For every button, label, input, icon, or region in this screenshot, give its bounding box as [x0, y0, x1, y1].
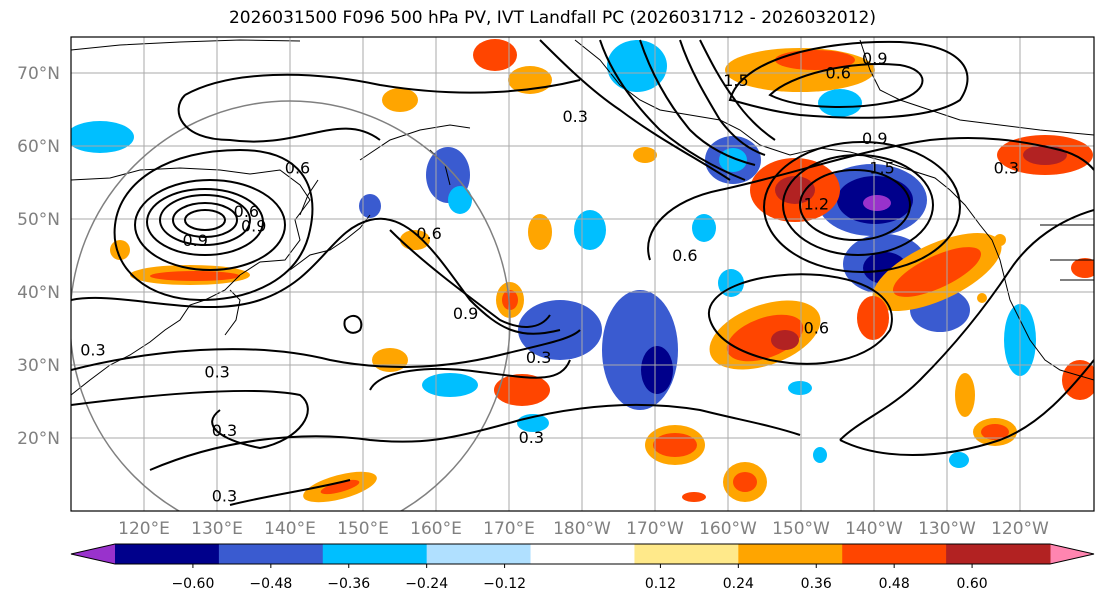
colorbar-segment: [946, 544, 1051, 564]
contour-label: 0.3: [204, 362, 229, 381]
lon-label: 160°W: [699, 519, 757, 539]
colorbar: −0.60 −0.48 −0.36 −0.24 −0.12 0.12 0.24 0.36 0.4…: [70, 543, 1095, 592]
colorbar-tick-label: −0.12: [483, 576, 526, 592]
lat-label: 40°N: [17, 283, 60, 303]
contour-label: 0.3: [212, 421, 237, 440]
lon-label: 160°E: [410, 519, 462, 539]
contour-label: 0.3: [562, 107, 587, 126]
lon-label: 140°W: [845, 519, 903, 539]
colorbar-segment: [634, 544, 739, 564]
contour-label: 0.3: [212, 486, 237, 505]
colorbar-segment: [738, 544, 843, 564]
contour-label: 0.6: [804, 319, 829, 338]
colorbar-tick-label: 0.12: [645, 576, 676, 592]
lon-label: 170°E: [483, 519, 535, 539]
colorbar-tick-label: 0.24: [723, 576, 754, 592]
colorbar-tick-label: −0.48: [249, 576, 292, 592]
colorbar-segment: [842, 544, 947, 564]
contour-label: 0.6: [826, 63, 851, 82]
contour-labels: 0.30.30.30.3 0.30.30.30.30.60.60.60.60.60…: [80, 49, 1019, 506]
lon-label: 130°W: [918, 519, 976, 539]
contour-label: 0.3: [526, 348, 551, 367]
colorbar-tick-label: −0.24: [405, 576, 448, 592]
contour-label: 0.9: [453, 304, 478, 323]
colorbar-left-extension: [71, 544, 115, 564]
colorbar-segment: [322, 544, 428, 564]
colorbar-tick-label: −0.60: [171, 576, 214, 592]
pv-shading: [71, 39, 1094, 503]
map-frame: [70, 36, 1095, 512]
lon-label: 150°W: [772, 519, 830, 539]
colorbar-tick-label: 0.36: [801, 576, 832, 592]
latitude-labels: 70°N 60°N 50°N 40°N 30°N 20°N: [17, 64, 60, 449]
contour-label: 1.5: [869, 158, 894, 177]
contour-label: 1.2: [804, 195, 829, 214]
lat-label: 70°N: [17, 64, 60, 84]
colorbar-segment: [530, 544, 635, 564]
contour-label: 0.3: [80, 341, 105, 360]
lon-label: 140°E: [264, 519, 316, 539]
lat-label: 50°N: [17, 210, 60, 230]
longitude-labels: 120°E 130°E 140°E 150°E 160°E 170°E 180°…: [118, 519, 1049, 539]
colorbar-segment: [218, 544, 324, 564]
contour-label: 1.5: [723, 71, 748, 90]
colorbar-segment: [115, 544, 220, 564]
contour-label: 0.3: [994, 158, 1019, 177]
coastlines: [71, 39, 1094, 396]
contour-label: 0.9: [862, 129, 887, 148]
lon-label: 130°E: [191, 519, 243, 539]
lat-label: 60°N: [17, 137, 60, 157]
colorbar-segment: [426, 544, 532, 564]
contour-label: 0.3: [519, 428, 544, 447]
lon-label: 120°W: [991, 519, 1049, 539]
contour-label: 0.6: [672, 246, 697, 265]
colorbar-tick-label: 0.60: [956, 576, 987, 592]
map-title: 2026031500 F096 500 hPa PV, IVT Landfall…: [228, 8, 876, 28]
contour-label: 0.6: [416, 224, 441, 243]
contour-label: 0.6: [234, 202, 259, 221]
contour-label: 0.9: [862, 49, 887, 68]
lon-label: 180°W: [553, 519, 611, 539]
contour-label: 0.9: [182, 231, 207, 250]
landfall-radius-circle: [71, 100, 511, 511]
lon-label: 120°E: [118, 519, 170, 539]
lon-label: 150°E: [337, 519, 389, 539]
lon-label: 170°W: [626, 519, 684, 539]
contour-label: 0.9: [241, 217, 266, 236]
ivt-contours: [71, 39, 1094, 506]
colorbar-tick-label: −0.36: [327, 576, 370, 592]
colorbar-outline: [70, 543, 1095, 565]
colorbar-tick-label: 0.48: [879, 576, 910, 592]
contour-label: 0.6: [285, 158, 310, 177]
lat-label: 20°N: [17, 429, 60, 449]
lat-label: 30°N: [17, 356, 60, 376]
colorbar-right-extension: [1050, 544, 1094, 564]
